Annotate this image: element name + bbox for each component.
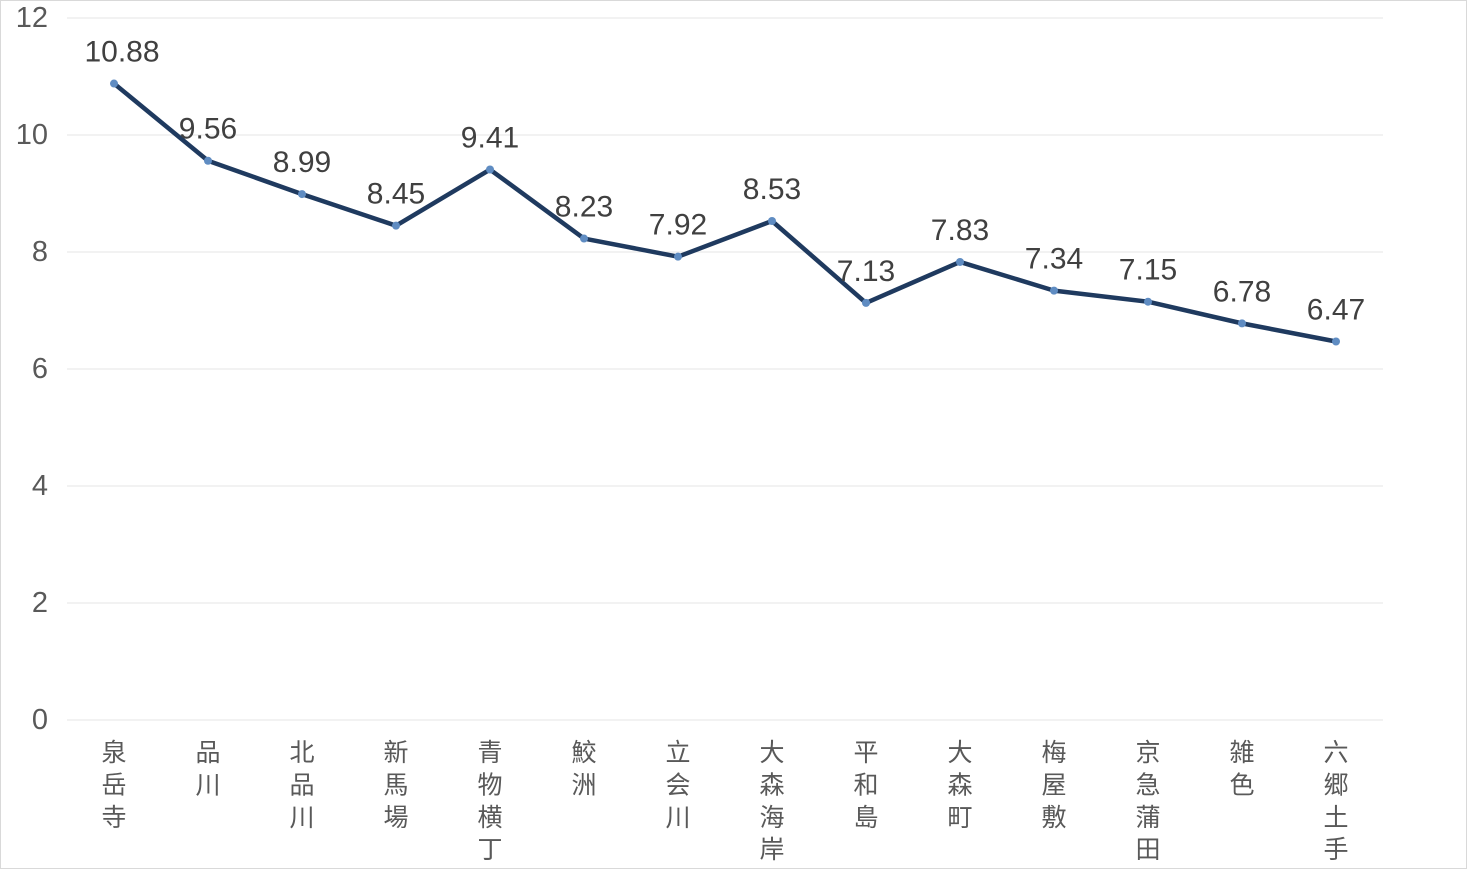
- svg-text:蒲: 蒲: [1135, 804, 1160, 832]
- svg-text:平: 平: [853, 739, 878, 767]
- svg-text:鮫: 鮫: [571, 739, 596, 767]
- svg-text:立: 立: [665, 739, 690, 767]
- svg-text:7.13: 7.13: [837, 255, 895, 288]
- svg-text:手: 手: [1323, 836, 1348, 864]
- svg-text:和: 和: [853, 771, 878, 799]
- svg-text:泉: 泉: [101, 739, 126, 767]
- svg-text:4: 4: [32, 470, 48, 502]
- svg-text:8.23: 8.23: [555, 191, 613, 224]
- svg-text:海: 海: [759, 804, 784, 832]
- svg-text:色: 色: [1229, 771, 1254, 799]
- svg-text:敷: 敷: [1041, 804, 1066, 832]
- svg-text:六: 六: [1323, 739, 1348, 767]
- svg-text:梅: 梅: [1041, 739, 1066, 767]
- svg-text:青: 青: [477, 739, 502, 767]
- svg-text:0: 0: [32, 704, 48, 736]
- svg-text:2: 2: [32, 587, 48, 619]
- svg-text:場: 場: [383, 804, 408, 832]
- svg-text:寺: 寺: [101, 804, 126, 832]
- svg-text:郷: 郷: [1323, 771, 1348, 799]
- svg-text:川: 川: [665, 804, 690, 832]
- svg-text:岳: 岳: [101, 771, 126, 799]
- svg-text:大: 大: [759, 739, 784, 767]
- svg-text:急: 急: [1135, 771, 1160, 799]
- svg-text:雑: 雑: [1229, 739, 1254, 767]
- svg-text:9.56: 9.56: [179, 113, 237, 146]
- svg-text:横: 横: [477, 804, 502, 832]
- svg-text:6: 6: [32, 353, 48, 385]
- svg-text:森: 森: [759, 771, 784, 799]
- svg-text:新: 新: [383, 739, 408, 767]
- svg-text:屋: 屋: [1041, 771, 1066, 799]
- svg-text:9.41: 9.41: [461, 122, 519, 155]
- svg-text:川: 川: [195, 771, 220, 799]
- svg-text:岸: 岸: [759, 836, 784, 864]
- svg-text:洲: 洲: [571, 771, 596, 799]
- svg-text:7.92: 7.92: [649, 209, 707, 242]
- svg-text:12: 12: [16, 2, 48, 34]
- svg-text:8.99: 8.99: [273, 146, 331, 179]
- svg-text:6.78: 6.78: [1213, 275, 1271, 308]
- svg-text:物: 物: [477, 771, 502, 799]
- svg-text:7.83: 7.83: [931, 214, 989, 247]
- svg-text:6.47: 6.47: [1307, 294, 1365, 327]
- svg-text:島: 島: [853, 804, 878, 832]
- svg-text:森: 森: [947, 771, 972, 799]
- svg-text:会: 会: [665, 771, 690, 799]
- svg-text:7.34: 7.34: [1025, 243, 1083, 276]
- svg-text:8.53: 8.53: [743, 173, 801, 206]
- svg-text:8.45: 8.45: [367, 178, 425, 211]
- svg-text:品: 品: [289, 771, 314, 799]
- svg-text:品: 品: [195, 739, 220, 767]
- svg-text:馬: 馬: [383, 771, 408, 799]
- svg-text:7.15: 7.15: [1119, 254, 1177, 287]
- svg-text:町: 町: [947, 804, 972, 832]
- svg-text:丁: 丁: [477, 836, 502, 864]
- svg-text:川: 川: [289, 804, 314, 832]
- svg-text:10.88: 10.88: [84, 36, 159, 69]
- svg-text:田: 田: [1135, 836, 1160, 864]
- svg-text:北: 北: [289, 739, 314, 767]
- svg-text:京: 京: [1135, 739, 1160, 767]
- svg-text:大: 大: [947, 739, 972, 767]
- svg-text:土: 土: [1323, 804, 1348, 832]
- svg-text:8: 8: [32, 236, 48, 268]
- svg-text:10: 10: [16, 119, 48, 151]
